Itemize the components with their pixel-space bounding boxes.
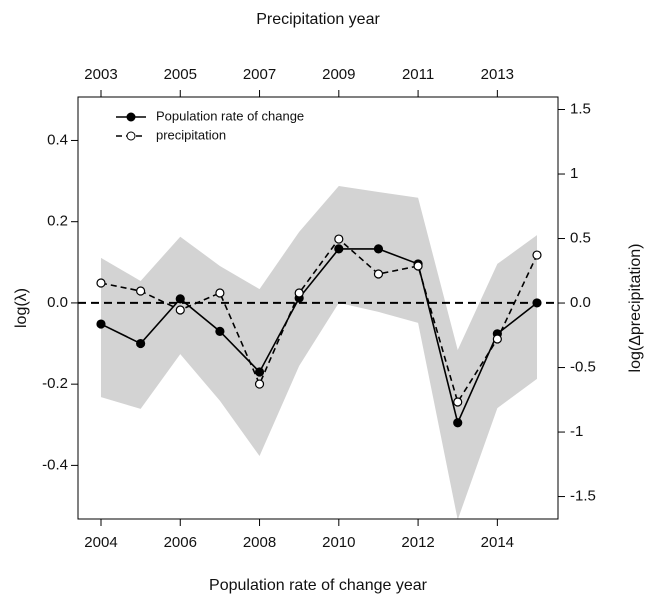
x-tick-label: 2014 xyxy=(481,534,514,551)
x2-tick-label: 2007 xyxy=(243,66,276,83)
y-tick-label: -0.4 xyxy=(42,456,68,473)
legend-marker xyxy=(126,112,136,122)
legend-label: precipitation xyxy=(156,127,226,142)
series-point xyxy=(215,326,225,336)
series-point xyxy=(413,261,423,271)
series-point xyxy=(136,338,146,349)
y2-tick-label: 0.0 xyxy=(570,294,591,311)
series-line xyxy=(100,237,538,404)
x-tick-label: 2004 xyxy=(84,534,117,551)
y2-tick-label: 1.5 xyxy=(570,100,591,117)
legend-label: Population rate of change xyxy=(156,108,304,123)
x2-tick-label: 2011 xyxy=(402,66,434,83)
y2-tick-label: -1.5 xyxy=(570,488,596,505)
series-point xyxy=(532,298,542,308)
y-tick-label: 0.2 xyxy=(47,213,68,230)
x-tick-label: 2006 xyxy=(164,534,197,551)
y2-tick-label: 0.5 xyxy=(570,229,591,246)
x-tick-label: 2010 xyxy=(322,534,355,551)
series-point xyxy=(96,319,106,329)
series-point xyxy=(136,286,146,296)
y-tick-label: -0.2 xyxy=(42,375,68,392)
y2-tick-label: 1 xyxy=(570,165,578,182)
x2-tick-label: 2013 xyxy=(481,66,514,83)
x2-axis-title: Precipitation year xyxy=(256,11,380,28)
series-point xyxy=(373,269,384,279)
series-point xyxy=(453,418,463,428)
series-point xyxy=(215,288,225,298)
series-point xyxy=(334,234,344,244)
x-axis-title: Population rate of change year xyxy=(209,577,428,594)
x-tick-label: 2008 xyxy=(243,534,276,551)
series-point xyxy=(373,244,384,254)
y-axis-title: log(λ) xyxy=(13,288,30,328)
y-tick-label: 0.0 xyxy=(47,294,68,311)
x2-tick-label: 2009 xyxy=(322,66,355,83)
series-line xyxy=(100,248,538,426)
legend-marker xyxy=(126,131,136,141)
series-point xyxy=(334,244,344,254)
y-tick-label: 0.4 xyxy=(47,131,68,148)
y2-axis-title: log(Δprecipitation) xyxy=(627,244,644,373)
series-point xyxy=(96,278,106,288)
series-point xyxy=(175,305,185,315)
series-point xyxy=(453,397,463,407)
plot-frame xyxy=(77,96,559,520)
y2-tick-label: -0.5 xyxy=(570,359,596,376)
series-point xyxy=(492,334,502,344)
series-point xyxy=(254,367,265,377)
series-point xyxy=(294,288,304,298)
series-point xyxy=(532,250,542,260)
series-point xyxy=(254,379,265,389)
x-tick-label: 2012 xyxy=(401,534,434,551)
x2-tick-label: 2005 xyxy=(164,66,197,83)
y2-tick-label: -1 xyxy=(570,423,583,440)
x2-tick-label: 2003 xyxy=(84,66,117,83)
confidence-band xyxy=(100,185,537,520)
series-point xyxy=(175,294,185,304)
